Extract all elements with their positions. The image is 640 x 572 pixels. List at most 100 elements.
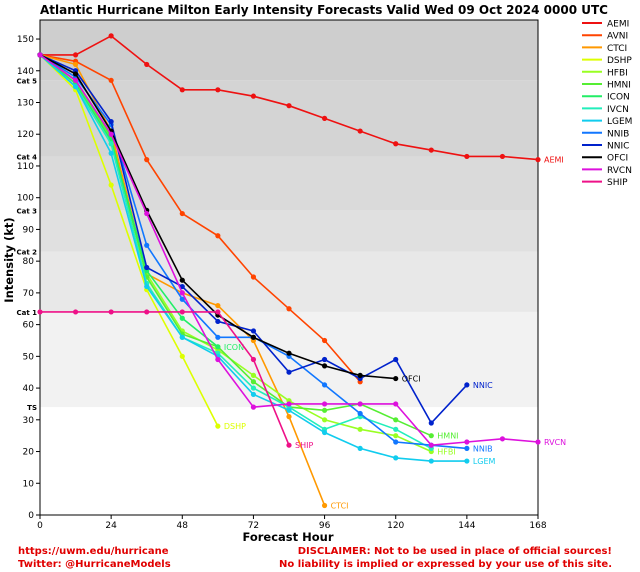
- data-point: [321, 407, 328, 413]
- data-point: [144, 210, 150, 217]
- end-label-hmni: HMNI: [437, 432, 458, 441]
- series-ship: SHIP: [37, 309, 313, 450]
- data-point: [179, 290, 185, 296]
- legend-label-icon: ICON: [607, 93, 630, 103]
- data-point: [535, 157, 541, 163]
- data-point: [37, 52, 43, 58]
- data-point: [144, 242, 150, 248]
- disclaimer-line-2: No liability is implied or expressed by …: [278, 559, 612, 570]
- data-point: [428, 458, 434, 464]
- data-point: [108, 182, 114, 188]
- data-point: [286, 407, 292, 413]
- data-point: [464, 382, 470, 388]
- data-point: [144, 264, 150, 271]
- series-line-hmni: [39, 54, 432, 437]
- y-tick-label: 30: [23, 416, 35, 426]
- data-point: [393, 426, 399, 432]
- data-point: [393, 141, 399, 147]
- data-point: [464, 153, 470, 160]
- footer-twitter[interactable]: Twitter: @HurricaneModels: [18, 559, 171, 570]
- data-point: [357, 372, 363, 378]
- data-point: [464, 458, 470, 464]
- data-point: [108, 33, 114, 39]
- legend-label-lgem: LGEM: [607, 117, 632, 127]
- footer-url[interactable]: https://uwm.edu/hurricane: [18, 546, 169, 557]
- series-rvcn: RVCN: [37, 52, 566, 448]
- end-label-nnic: NNIC: [473, 381, 493, 390]
- data-point: [179, 309, 185, 315]
- data-point: [321, 502, 328, 509]
- data-point: [108, 150, 114, 156]
- data-point: [428, 147, 434, 153]
- data-point: [393, 455, 399, 461]
- series-line-dshp: [39, 54, 219, 427]
- data-point: [321, 382, 328, 388]
- data-point: [321, 401, 328, 407]
- legend-label-hfbi: HFBI: [607, 68, 628, 78]
- end-label-hfbi: HFBI: [437, 448, 455, 457]
- legend: AEMI AVNI CTCI DSHP HFBI HMNI ICON IVCN LGEM NNIB…: [582, 20, 632, 188]
- data-point: [144, 309, 150, 315]
- end-label-dshp: DSHP: [224, 422, 246, 431]
- data-point: [321, 356, 328, 363]
- footer-disclaimer: DISCLAIMER: Not to be used in place of o…: [279, 545, 612, 571]
- chart-title: Atlantic Hurricane Milton Early Intensit…: [40, 3, 608, 17]
- data-point: [393, 375, 399, 382]
- data-point: [499, 436, 506, 442]
- legend-label-ofci: OFCI: [607, 154, 628, 164]
- category-band-label: Cat 4: [16, 153, 37, 161]
- data-point: [393, 356, 399, 363]
- data-point: [321, 417, 328, 423]
- data-point: [286, 442, 292, 448]
- data-point: [535, 439, 541, 445]
- data-point: [250, 93, 257, 99]
- data-point: [144, 61, 150, 68]
- data-point: [250, 334, 257, 340]
- series-line-avni: [39, 54, 361, 383]
- data-point: [72, 61, 79, 68]
- y-tick-label: 90: [23, 225, 35, 235]
- data-point: [144, 157, 150, 163]
- data-point: [250, 372, 257, 378]
- data-point: [179, 353, 185, 359]
- y-tick-label: 80: [23, 257, 35, 267]
- end-label-icon: ICON: [224, 343, 244, 352]
- data-point: [357, 410, 363, 417]
- data-point: [215, 356, 221, 363]
- series-nnic: NNIC: [37, 52, 493, 426]
- data-point: [72, 52, 79, 58]
- x-tick-label: 48: [177, 521, 189, 531]
- data-point: [428, 433, 434, 439]
- data-point: [215, 233, 221, 239]
- y-tick-label: 50: [23, 352, 35, 362]
- data-point: [428, 442, 434, 448]
- category-band-cat-1: [40, 251, 538, 312]
- category-band-label: Cat 5: [16, 77, 37, 85]
- series-line-ship: [40, 311, 290, 446]
- data-point: [393, 401, 399, 407]
- data-point: [250, 385, 257, 391]
- end-label-ship: SHIP: [295, 441, 313, 450]
- x-axis-label: Forecast Hour: [242, 530, 333, 544]
- end-label-nnib: NNIB: [473, 444, 493, 453]
- data-point: [393, 439, 399, 445]
- y-tick-label: 130: [17, 99, 34, 109]
- data-point: [179, 334, 185, 340]
- data-point: [108, 141, 114, 147]
- y-tick-label: 10: [23, 479, 35, 489]
- data-point: [108, 309, 114, 315]
- legend-label-hmni: HMNI: [607, 81, 631, 91]
- data-point: [108, 77, 114, 83]
- data-point: [179, 296, 185, 302]
- data-point: [393, 433, 399, 439]
- data-point: [286, 103, 292, 109]
- category-band-label: Cat 1: [16, 309, 37, 317]
- x-tick-label: 96: [319, 521, 331, 531]
- data-point: [108, 118, 114, 125]
- y-tick-label: 120: [17, 130, 34, 140]
- category-bands: TS Cat 1 Cat 2 Cat 3 Cat 4 Cat 5: [16, 20, 538, 412]
- legend-label-rvcn: RVCN: [607, 166, 632, 176]
- y-tick-label: 70: [23, 289, 35, 299]
- legend-label-nnib: NNIB: [607, 129, 629, 139]
